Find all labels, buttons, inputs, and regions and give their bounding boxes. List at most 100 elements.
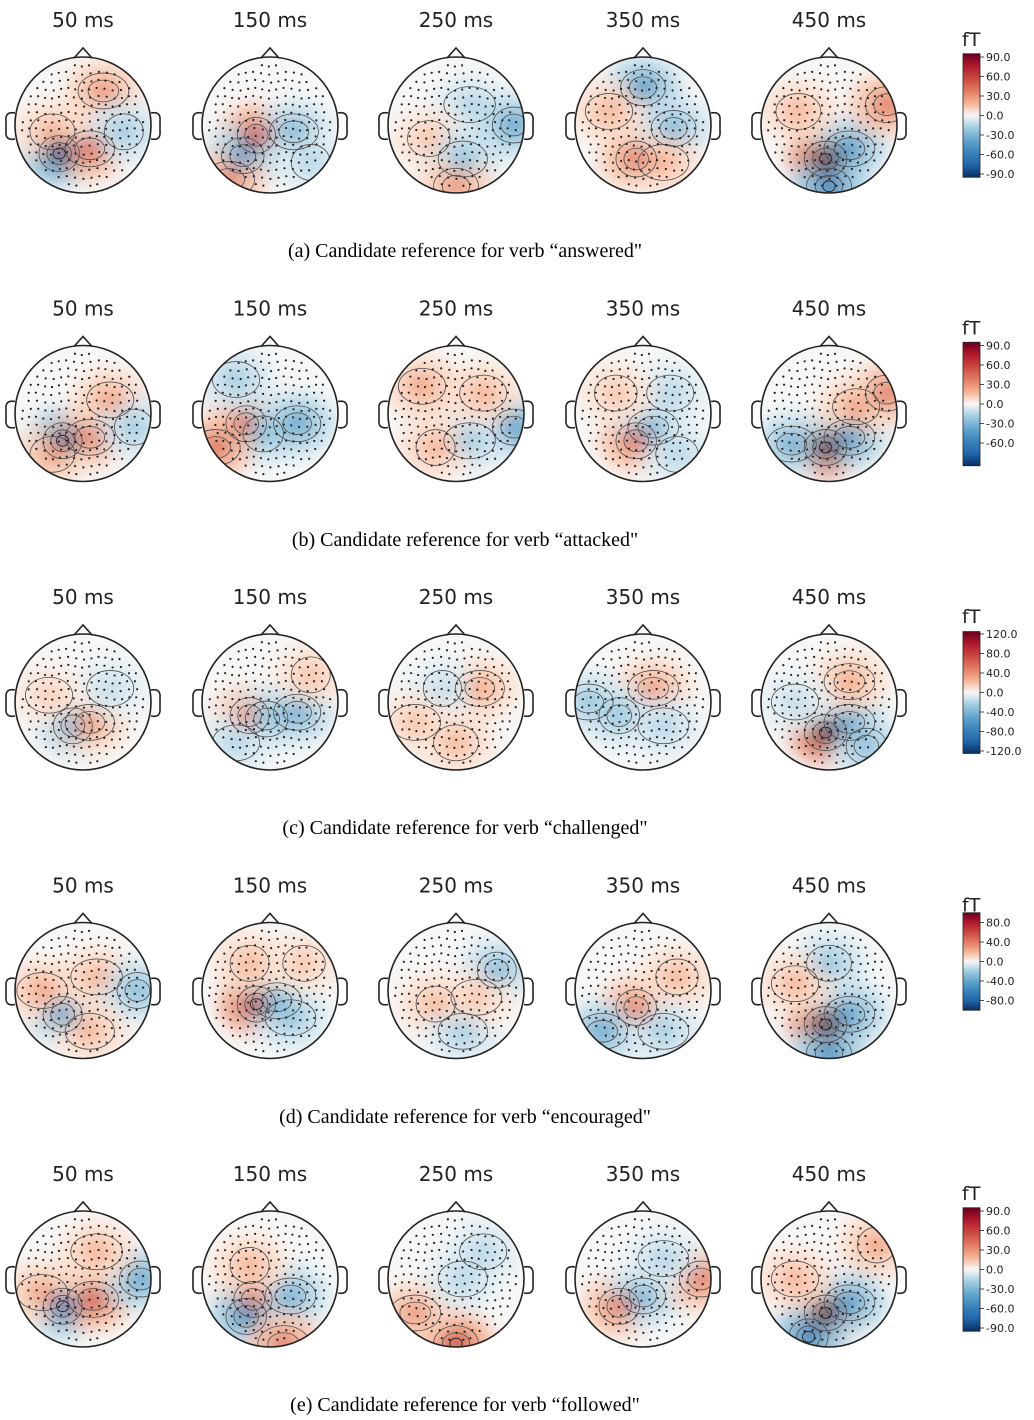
left-ear [378,688,389,718]
sensor-dot [797,1027,801,1030]
sensor-dot [283,167,286,170]
sensor-dot [471,463,474,466]
sensor-dot [873,423,876,426]
panel-d: 50 ms 150 ms 250 ms 350 ms 450 msfT80.040.00… [5,874,1014,1060]
sensor-dot [610,946,613,950]
sensor-dot [843,415,847,418]
sensor-dot [51,1027,55,1030]
sensor-dot [75,657,78,660]
sensor-dot [300,433,303,437]
sensor-dot [314,383,318,386]
sensor-dot [125,968,129,971]
sensor-dot [244,440,247,443]
head-outline [201,56,339,194]
sensor-dot [74,1306,77,1309]
sensor-dot [313,1281,316,1284]
sensor-dot [681,986,684,989]
sensor-dot [587,1000,590,1004]
sensor-dot [461,400,464,404]
sensor-dot [283,142,286,146]
field-map [388,57,524,193]
sensor-dot [506,415,509,418]
sensor-dot [252,1016,256,1019]
sensor-dot [290,664,293,667]
panel-e: 50 ms 150 ms 250 ms 350 ms 450 msfT90.060.03… [5,1162,1014,1348]
sensor-dot [671,105,674,108]
sensor-dot [632,961,635,964]
sensor-dot [252,150,256,154]
sensor-dot [681,169,684,172]
sensor-dot [850,744,853,748]
sensor-dot [231,697,234,701]
sensor-dot [261,1258,265,1261]
sensor-dot [430,728,433,732]
sensor-dot [247,135,250,139]
sensor-dot [65,1329,68,1332]
field-blob [108,119,139,145]
sensor-dot [221,415,225,418]
sensor-dot [104,167,107,171]
sensor-dot [650,753,653,756]
sensor-dot [634,969,638,972]
isoline [64,130,115,168]
sensor-dot [468,134,471,138]
sensor-dot [252,383,255,386]
sensor-dot [454,361,457,365]
sensor-dot [297,450,301,453]
sensor-dot [308,1323,311,1326]
sensor-dot [775,672,778,675]
sensor-dot [851,432,854,435]
sensor-dot [267,65,270,68]
sensor-dot [221,992,225,995]
sensor-dot [811,359,814,362]
isoline [211,361,261,398]
field-blob [481,957,512,983]
isoline [70,958,123,996]
sensor-dot [254,1048,257,1051]
sensor-dot [818,408,821,412]
sensor-dot [826,386,829,389]
sensor-dot [44,144,47,148]
sensor-dot [454,714,457,717]
sensor-dot [127,1249,131,1252]
field-blob [587,1019,618,1044]
sensor-dot [277,152,280,155]
sensor-dot [507,1249,510,1252]
sensor-dot [292,696,295,699]
sensor-dot [88,1298,91,1301]
sensor-dot [866,96,870,100]
sensor-dot [440,367,443,370]
sensor-dot [468,110,471,114]
sensor-dot [284,984,287,987]
sensor-dot [298,393,301,397]
sensor-dot [275,112,278,115]
sensor-dot [818,72,822,75]
sensor-dot [657,655,660,659]
sensor-dot [252,1304,256,1308]
sensor-dot [655,663,658,667]
sensor-dot [440,134,443,138]
sensor-dot [888,409,891,412]
sensor-dot [424,450,428,453]
field-map [15,345,151,482]
sensor-dot [664,945,667,948]
sensor-dot [625,94,628,98]
sensor-dot [836,392,839,396]
sensor-dot [245,368,248,371]
sensor-dot [65,142,68,146]
sensor-dot [284,407,287,410]
field-blob [441,173,471,193]
sensor-dot [782,960,786,963]
sensor-dot [640,722,643,725]
sensor-dot [625,1040,628,1043]
sensor-dot [438,455,441,458]
sensor-dot [118,393,121,396]
isoline [476,951,517,989]
sensor-dot [603,673,607,677]
sensor-dot [499,127,502,130]
sensor-dot [65,455,68,458]
sensor-dot [873,135,876,138]
sensor-dot [775,119,778,122]
sensor-dot [110,137,114,140]
sensor-dot [50,73,53,76]
